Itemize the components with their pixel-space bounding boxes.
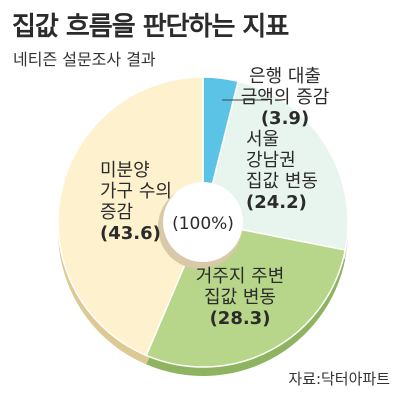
slice-value-label: (28.3) [210,308,271,329]
hole-center [163,182,243,262]
chart-title: 집값 흐름을 판단하는 지표 [12,12,289,42]
source-note: 자료:닥터아파트 [288,370,390,388]
center-total-label: (100%) [172,214,234,234]
slice-category-label: 거주지 주변 [196,266,285,287]
slice-value-label: (3.9) [261,108,309,129]
chart-subtitle: 네티즌 설문조사 결과 [13,50,156,69]
slice-category-label: 서울 [246,129,279,150]
slice-category-label: 은행 대출 [249,66,321,87]
slice-value-label: (24.2) [246,192,307,213]
slice-category-label: 강남권 [246,150,296,171]
slice-category-label: 집값 변동 [204,287,276,308]
slice-category-label: 미분양 [100,160,150,181]
pie-center-hole: (100%) [158,182,243,269]
slice-value-label: (43.6) [100,223,161,244]
slice-category-label: 가구 수의 [100,181,172,202]
pie-slice-4 [57,76,204,357]
slice-category-label: 집값 변동 [246,171,318,192]
slice-category-label: 금액의 증감 [241,87,330,108]
slice-category-label: 증감 [100,202,133,223]
